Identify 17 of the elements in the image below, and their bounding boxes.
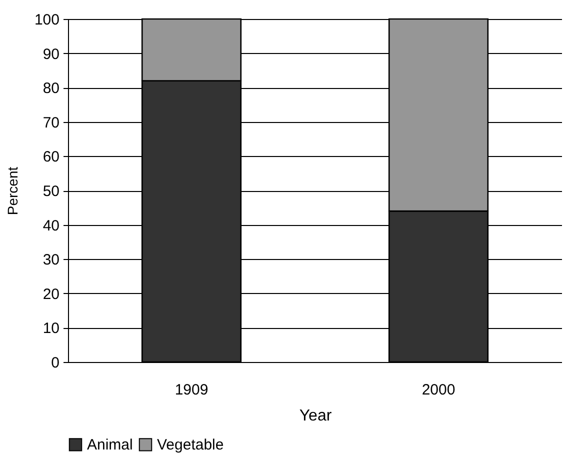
y-tick-label: 80 xyxy=(42,80,60,98)
y-tick-label: 10 xyxy=(42,320,60,338)
x-tick-label: 1909 xyxy=(174,382,208,398)
y-axis-title: Percent xyxy=(4,166,20,216)
y-tick-label: 20 xyxy=(42,286,60,303)
x-axis-title: Year xyxy=(299,408,332,424)
y-tick-label: 90 xyxy=(42,46,60,63)
legend-label: Vegetable xyxy=(157,436,224,454)
y-tick-label: 30 xyxy=(42,252,60,269)
y-tick-label: 70 xyxy=(42,114,60,132)
y-tick-label: 100 xyxy=(34,12,60,28)
y-tick-label: 60 xyxy=(42,148,60,166)
legend-label: Animal xyxy=(87,436,133,454)
y-tick-label: 40 xyxy=(42,217,60,234)
y-tick-label: 50 xyxy=(42,183,60,200)
x-tick-label: 2000 xyxy=(422,382,456,398)
y-tick-label: 0 xyxy=(51,354,60,372)
